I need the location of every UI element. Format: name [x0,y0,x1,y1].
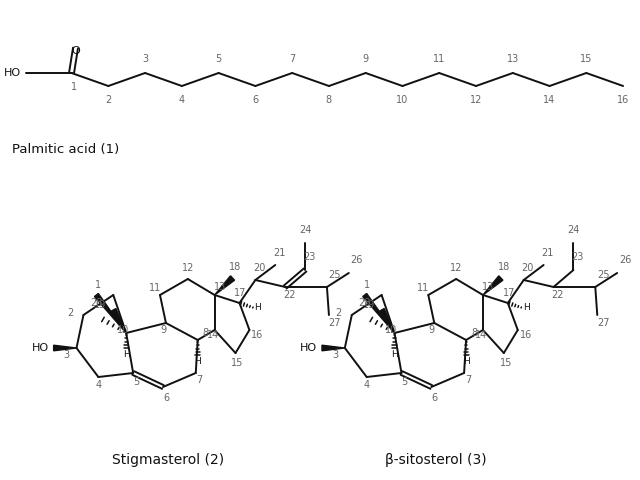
Text: 9: 9 [363,54,369,64]
Text: 7: 7 [465,375,471,385]
Text: 14: 14 [207,330,219,340]
Text: H: H [463,357,470,366]
Text: Palmitic acid (1): Palmitic acid (1) [12,144,119,156]
Text: 7: 7 [289,54,295,64]
Text: 16: 16 [520,330,532,340]
Text: 3: 3 [142,54,148,64]
Text: 5: 5 [216,54,221,64]
Text: 14: 14 [475,330,487,340]
Text: 20: 20 [522,263,534,273]
Text: 8: 8 [471,328,477,338]
Text: H: H [391,350,398,359]
Text: HO: HO [31,343,49,353]
Text: 6: 6 [431,393,437,403]
Text: 23: 23 [303,252,316,262]
Text: H: H [195,357,201,366]
Text: 10: 10 [385,325,397,335]
Text: HO: HO [4,68,21,78]
Text: 27: 27 [329,318,341,328]
Text: 11: 11 [433,54,445,64]
Text: 12: 12 [470,95,482,105]
Text: H: H [254,303,261,312]
Text: 16: 16 [252,330,264,340]
Text: 11: 11 [149,283,161,293]
Polygon shape [111,309,126,333]
Polygon shape [483,276,503,295]
Text: 5: 5 [401,377,408,387]
Text: Stigmasterol (2): Stigmasterol (2) [112,453,224,467]
Text: 9: 9 [160,325,166,335]
Polygon shape [379,309,394,333]
Polygon shape [363,293,394,333]
Text: 12: 12 [182,263,194,273]
Text: 25: 25 [329,270,341,280]
Text: 24: 24 [299,225,311,235]
Text: H: H [523,303,529,312]
Text: 13: 13 [482,282,494,292]
Text: 6: 6 [163,393,169,403]
Text: 1: 1 [70,82,77,92]
Polygon shape [322,345,345,351]
Text: 28: 28 [90,298,102,308]
Text: 19: 19 [94,300,106,310]
Text: 8: 8 [203,328,209,338]
Text: O: O [71,46,80,56]
Text: 15: 15 [500,358,512,368]
Polygon shape [54,345,77,351]
Text: 26: 26 [351,255,363,265]
Text: 14: 14 [543,95,556,105]
Text: 1: 1 [364,280,370,290]
Text: 21: 21 [273,248,285,258]
Text: 4: 4 [364,380,370,390]
Text: 4: 4 [179,95,185,105]
Text: 27: 27 [597,318,609,328]
Text: 21: 21 [541,248,554,258]
Text: 26: 26 [619,255,631,265]
Text: 8: 8 [326,95,332,105]
Text: 4: 4 [95,380,101,390]
Text: 5: 5 [133,377,140,387]
Text: 13: 13 [214,282,226,292]
Text: 6: 6 [252,95,259,105]
Text: 23: 23 [572,252,584,262]
Text: 2: 2 [105,95,111,105]
Text: 19: 19 [362,300,375,310]
Text: 2: 2 [336,308,342,318]
Polygon shape [95,293,126,333]
Text: 13: 13 [507,54,519,64]
Text: 3: 3 [63,350,70,360]
Text: 17: 17 [502,288,515,298]
Text: 22: 22 [551,290,564,300]
Text: 28: 28 [358,298,371,308]
Text: 10: 10 [117,325,129,335]
Text: 12: 12 [450,263,462,273]
Text: 11: 11 [417,283,429,293]
Text: H: H [123,350,129,359]
Text: β-sitosterol (3): β-sitosterol (3) [385,453,487,467]
Text: 18: 18 [498,262,510,272]
Text: 20: 20 [253,263,266,273]
Polygon shape [214,276,235,295]
Text: 2: 2 [67,308,74,318]
Text: 17: 17 [234,288,246,298]
Text: 22: 22 [283,290,296,300]
Text: 25: 25 [597,270,609,280]
Text: 9: 9 [428,325,435,335]
Text: 15: 15 [231,358,244,368]
Text: HO: HO [300,343,317,353]
Text: 16: 16 [617,95,629,105]
Text: 24: 24 [567,225,580,235]
Text: 3: 3 [332,350,338,360]
Text: 1: 1 [95,280,101,290]
Text: 7: 7 [196,375,203,385]
Text: 15: 15 [580,54,593,64]
Text: 10: 10 [396,95,408,105]
Text: 18: 18 [229,262,242,272]
